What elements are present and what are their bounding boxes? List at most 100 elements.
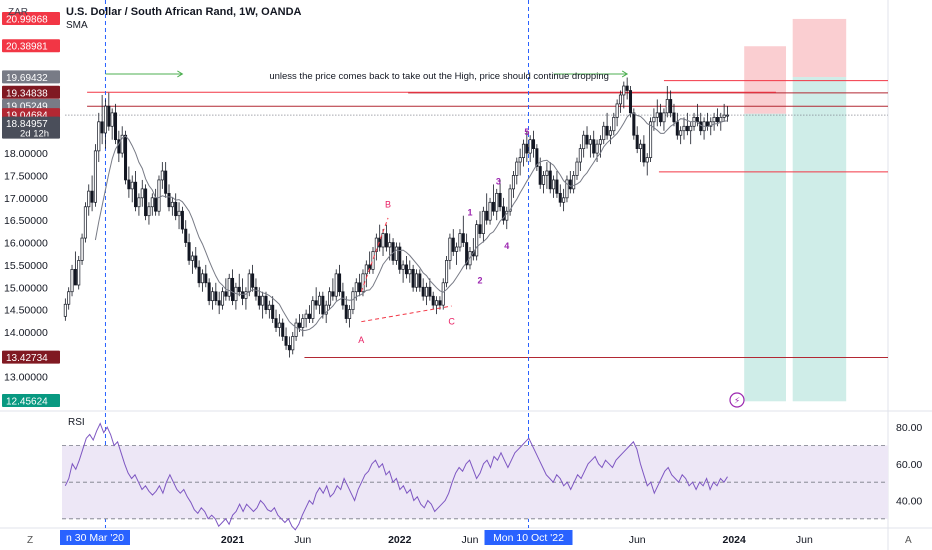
candle [712, 116, 716, 123]
stop-loss-zone-2[interactable] [792, 18, 847, 78]
candle [378, 237, 382, 248]
abc-pattern-line-1[interactable] [361, 305, 452, 323]
candle [90, 190, 94, 203]
stop-loss-zone-0[interactable] [744, 46, 787, 114]
chart-title: U.S. Dollar / South African Rand, 1W, OA… [66, 6, 302, 18]
candle [605, 125, 609, 136]
candle [83, 206, 87, 239]
price-label-box-8[interactable] [2, 394, 60, 408]
candle [217, 300, 221, 306]
candle [598, 139, 602, 145]
candle [324, 304, 328, 315]
price-label-text-2: 19.69432 [6, 73, 48, 84]
candle [411, 269, 415, 288]
candle [231, 277, 235, 302]
sma-indicator-label[interactable]: SMA [66, 20, 88, 31]
abc-pattern-line-0[interactable] [360, 217, 389, 292]
candle [612, 116, 616, 132]
candle [662, 112, 666, 123]
candle [495, 192, 499, 212]
candle [555, 179, 559, 194]
candle [404, 264, 408, 275]
candle [508, 188, 512, 212]
take-profit-zone-3[interactable] [792, 77, 847, 402]
candle [441, 282, 445, 306]
candle [488, 201, 492, 221]
candle [445, 260, 449, 284]
arrow-head-icon [621, 70, 629, 78]
candle [140, 188, 144, 199]
lightning-icon-glyph: ⚡ [734, 397, 740, 407]
take-profit-zone-1[interactable] [744, 113, 787, 402]
candle [595, 143, 599, 154]
candle [458, 233, 462, 248]
candle [639, 143, 643, 149]
abc-label-b: B [385, 200, 391, 210]
candle [481, 210, 485, 234]
price-label-box-0[interactable] [2, 12, 60, 26]
candle [538, 166, 542, 185]
candle [705, 121, 709, 127]
candle [552, 179, 556, 190]
price-label-text-5: 19.04684 [6, 111, 48, 122]
sma-line[interactable] [94, 112, 728, 332]
abc-label-c: C [448, 316, 455, 326]
date-marker-box-1[interactable] [484, 530, 573, 545]
candle [180, 210, 184, 230]
time-tick-label: Jun [462, 534, 479, 546]
price-label-box-3[interactable] [2, 85, 60, 99]
price-tick-label: 14.00000 [4, 327, 48, 339]
annotation-text: unless the price comes back to take out … [269, 71, 609, 82]
candle [695, 116, 699, 123]
rsi-label: RSI [68, 417, 85, 428]
candle [659, 112, 663, 123]
candle [558, 192, 562, 203]
candle [287, 345, 291, 351]
price-label-box-1[interactable] [2, 39, 60, 53]
price-label-box-2[interactable] [2, 70, 60, 84]
candle [150, 197, 154, 208]
countdown-label: 2d 12h [20, 129, 49, 140]
candle [100, 121, 104, 134]
time-tick-label: Jun [796, 534, 813, 546]
candle [635, 134, 639, 149]
timezone-toggle-button[interactable]: Z [27, 535, 34, 546]
wave-label-5: 5 [524, 127, 529, 137]
candle [682, 125, 686, 132]
candle [518, 157, 522, 163]
candle [625, 85, 629, 91]
candle [709, 121, 713, 127]
candle [448, 237, 452, 261]
price-label-box-7[interactable] [2, 350, 60, 364]
candle [107, 105, 111, 127]
candle [170, 201, 174, 208]
candle [381, 233, 385, 248]
price-tick-label: 14.50000 [4, 305, 48, 317]
candle [257, 295, 261, 306]
date-marker-box-0[interactable] [60, 530, 130, 545]
auto-scale-button[interactable]: A [905, 535, 912, 546]
candle [103, 105, 107, 134]
candle [398, 246, 402, 270]
candle [328, 291, 332, 306]
currency-label: ZAR [8, 7, 28, 18]
price-tick-label: 17.00000 [4, 193, 48, 205]
candle [331, 291, 335, 297]
candle [679, 130, 683, 136]
candle [575, 161, 579, 176]
candle [618, 94, 622, 105]
candle [672, 112, 676, 123]
candle [424, 286, 429, 297]
date-marker-text-0: n 30 Mar '20 [66, 532, 124, 544]
candle [401, 264, 405, 270]
candle [254, 286, 258, 297]
candle [461, 233, 465, 243]
candle [351, 291, 355, 310]
candle [77, 260, 81, 286]
price-label-box-6[interactable] [2, 116, 60, 139]
rsi-tick-label: 40.00 [896, 496, 922, 508]
lightning-icon[interactable] [729, 392, 745, 408]
candle [511, 175, 515, 190]
rsi-line[interactable] [64, 422, 728, 531]
